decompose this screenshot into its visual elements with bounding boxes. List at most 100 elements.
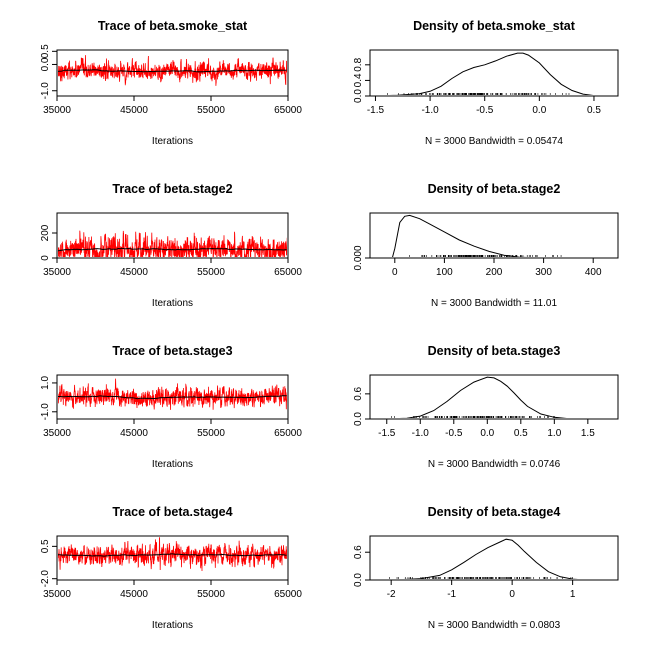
panel-title: Density of beta.stage4	[428, 505, 561, 519]
y-tick-label: 0.5	[40, 539, 51, 553]
y-tick-label: 1.0	[40, 376, 51, 390]
y-tick-label: 0.0	[40, 57, 51, 71]
x-tick-label: 35000	[43, 428, 71, 439]
y-tick-label: 0.6	[353, 545, 364, 559]
plot-area	[58, 55, 287, 86]
x-tick-label: 0.5	[587, 105, 601, 116]
x-tick-label: 1.0	[547, 428, 561, 439]
y-tick-label: -2.0	[40, 570, 51, 588]
x-tick-label: -1.5	[367, 105, 385, 116]
plot-area	[387, 52, 594, 95]
panel-1: Trace of beta.smoke_stat 35000 45000 55000 6…	[40, 19, 302, 147]
panel-4: Density of beta.stage2 0 100 200 300 400 0.000…	[353, 182, 619, 309]
trace-trend-line	[58, 553, 287, 557]
trace-trend-line	[58, 247, 287, 252]
x-tick-label: 65000	[274, 589, 302, 600]
x-tick-label: -0.5	[476, 105, 494, 116]
x-axis-label: Iterations	[152, 620, 193, 631]
x-tick-label: 0.0	[532, 105, 546, 116]
panel-title: Density of beta.stage2	[428, 182, 561, 196]
x-tick-label: 55000	[197, 267, 225, 278]
y-tick-label: 0.4	[353, 73, 364, 87]
density-curve	[399, 376, 567, 418]
panel-2: Density of beta.smoke_stat -1.5 -1.0 -0.5 0.…	[353, 19, 619, 147]
y-tick-label: 0	[40, 255, 51, 261]
x-axis-label: N = 3000 Bandwidth = 0.0803	[428, 620, 561, 631]
x-tick-label: 45000	[120, 105, 148, 116]
y-tick-label: 0.8	[353, 57, 364, 71]
panel-title: Density of beta.stage3	[428, 344, 561, 358]
y-tick-label: 0.0	[353, 573, 364, 587]
x-tick-label: 1	[570, 589, 576, 600]
plot-frame	[369, 535, 619, 581]
x-axis-label: Iterations	[152, 136, 193, 147]
trace-line	[58, 55, 287, 86]
x-tick-label: 35000	[43, 589, 71, 600]
x-tick-label: -1.0	[412, 428, 430, 439]
plot-frame	[56, 212, 289, 259]
x-tick-label: 65000	[274, 267, 302, 278]
x-tick-label: 45000	[120, 428, 148, 439]
plot-frame	[369, 374, 619, 420]
plot-area	[58, 230, 287, 257]
panel-title: Trace of beta.stage4	[112, 505, 232, 519]
x-tick-label: 35000	[43, 105, 71, 116]
trace-line	[58, 378, 287, 410]
density-curve	[389, 52, 594, 95]
plot-area	[58, 378, 287, 410]
x-axis-label: Iterations	[152, 459, 193, 470]
x-tick-label: -2	[387, 589, 396, 600]
density-curve	[403, 538, 578, 579]
y-tick-label: -1.0	[40, 403, 51, 421]
x-tick-label: -1.0	[421, 105, 439, 116]
trace-trend-line	[58, 395, 287, 400]
x-tick-label: 1.5	[581, 428, 595, 439]
x-tick-label: 45000	[120, 267, 148, 278]
x-tick-label: -0.5	[445, 428, 463, 439]
y-tick-label: 0.0	[353, 89, 364, 103]
plot-area	[389, 538, 578, 579]
plot-frame	[369, 212, 619, 259]
x-tick-label: -1.5	[378, 428, 396, 439]
x-tick-label: 65000	[274, 105, 302, 116]
x-tick-label: 0	[392, 267, 398, 278]
x-tick-label: 0	[509, 589, 515, 600]
density-curve	[392, 214, 528, 257]
x-tick-label: 0.0	[480, 428, 494, 439]
x-tick-label: 45000	[120, 589, 148, 600]
panel-5: Trace of beta.stage3 35000 45000 55000 65000…	[40, 344, 302, 470]
y-tick-label: 0.000	[353, 245, 364, 270]
plot-area	[58, 537, 287, 572]
x-axis-label: N = 3000 Bandwidth = 0.0746	[428, 459, 561, 470]
x-tick-label: 55000	[197, 105, 225, 116]
plot-area	[390, 376, 567, 418]
panel-title: Density of beta.smoke_stat	[413, 19, 576, 33]
panel-title: Trace of beta.stage2	[112, 182, 232, 196]
x-tick-label: -1	[447, 589, 456, 600]
x-tick-label: 65000	[274, 428, 302, 439]
panel-8: Density of beta.stage4 -2 -1 0 1 0.0 0.6 N = 30…	[353, 505, 619, 631]
x-tick-label: 300	[535, 267, 552, 278]
y-tick-label: 0.0	[353, 412, 364, 426]
x-axis-label: N = 3000 Bandwidth = 0.05474	[425, 136, 563, 147]
x-tick-label: 55000	[197, 428, 225, 439]
trace-trend-line	[58, 69, 287, 73]
x-tick-label: 0.5	[514, 428, 528, 439]
y-tick-label: 0.5	[40, 44, 51, 58]
panel-title: Trace of beta.smoke_stat	[98, 19, 248, 33]
y-tick-label: 200	[40, 224, 51, 241]
x-tick-label: 55000	[197, 589, 225, 600]
y-tick-label: -1.0	[40, 82, 51, 100]
x-tick-label: 100	[436, 267, 453, 278]
panel-title: Trace of beta.stage3	[112, 344, 232, 358]
plot-frame	[369, 49, 619, 97]
y-tick-label: 0.6	[353, 386, 364, 400]
x-tick-label: 35000	[43, 267, 71, 278]
x-axis-label: N = 3000 Bandwidth = 11.01	[431, 298, 557, 309]
panel-6: Density of beta.stage3 -1.5 -1.0 -0.5 0.0 0.5…	[353, 344, 619, 470]
panel-7: Trace of beta.stage4 35000 45000 55000 65000…	[40, 505, 302, 631]
plot-area	[392, 214, 562, 257]
x-tick-label: 200	[486, 267, 503, 278]
trace-line	[58, 230, 287, 257]
